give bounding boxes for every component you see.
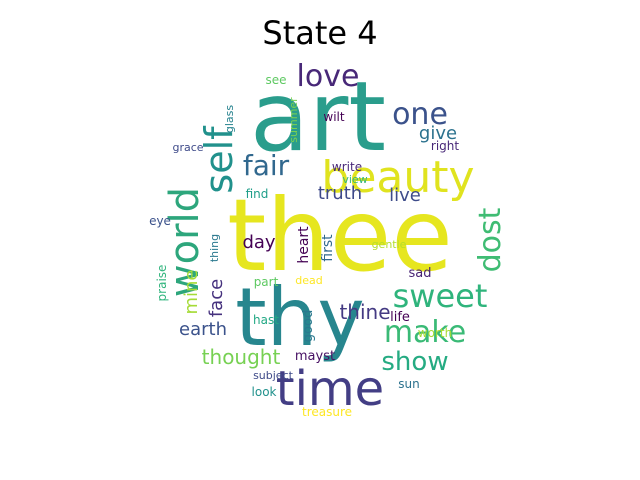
word-wilt: wilt — [323, 110, 344, 124]
word-face: face — [206, 279, 227, 317]
word-truth: truth — [318, 183, 362, 204]
word-fair: fair — [243, 149, 290, 182]
word-sweet: sweet — [393, 277, 488, 315]
word-sad: sad — [409, 266, 432, 281]
word-find: find — [246, 187, 269, 201]
word-one: one — [392, 97, 448, 132]
word-glass: glass — [223, 105, 236, 134]
word-heart: heart — [296, 226, 312, 264]
word-eye: eye — [149, 214, 171, 228]
word-subject: subject — [253, 369, 294, 382]
word-day: day — [242, 232, 275, 253]
word-earth: earth — [179, 319, 227, 340]
word-summer: summer — [287, 97, 300, 143]
word-praise: praise — [155, 265, 169, 302]
word-write: write — [332, 160, 362, 174]
word-hast: hast — [253, 313, 279, 327]
word-right: right — [431, 139, 459, 153]
word-view: view — [342, 173, 367, 186]
word-treasure: treasure — [302, 405, 352, 419]
word-give: give — [419, 123, 457, 144]
chart-title: State 4 — [262, 14, 378, 52]
word-sun: sun — [398, 377, 419, 391]
word-part: part — [254, 275, 279, 289]
word-thy: thy — [235, 271, 364, 364]
word-make: make — [384, 315, 466, 350]
word-dost: dost — [473, 207, 508, 272]
word-beauty: beauty — [321, 152, 474, 203]
word-gentle: gentle — [372, 238, 407, 251]
word-thee: thee — [227, 177, 453, 294]
word-good: good — [301, 310, 316, 342]
word-thine: thine — [339, 300, 390, 324]
word-life: life — [390, 310, 410, 325]
word-live: live — [389, 185, 421, 206]
word-dead: dead — [295, 274, 322, 287]
word-look: look — [252, 385, 277, 399]
word-grace: grace — [172, 141, 203, 154]
word-first: first — [320, 234, 336, 262]
word-love: love — [297, 59, 360, 94]
word-mayst: mayst — [295, 349, 335, 364]
word-thing: thing — [208, 234, 221, 262]
word-art: art — [250, 61, 386, 173]
word-mine: mine — [181, 269, 202, 314]
word-world: world — [162, 187, 208, 297]
word-thought: thought — [202, 345, 281, 369]
word-show: show — [381, 347, 448, 377]
word-see: see — [265, 73, 286, 87]
word-self: self — [197, 125, 241, 194]
word-time: time — [276, 361, 384, 417]
word-worth: worth — [418, 326, 452, 340]
